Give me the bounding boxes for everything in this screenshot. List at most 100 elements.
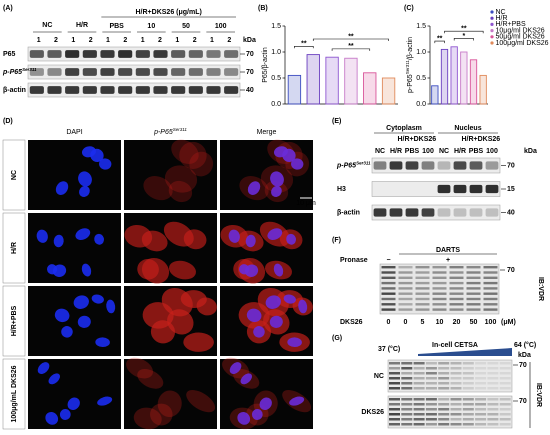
micrograph — [124, 359, 217, 429]
dose-label: 10 — [147, 23, 155, 30]
band — [389, 362, 400, 365]
band — [453, 184, 467, 194]
superscript: Ser311 — [405, 60, 410, 75]
nucleus — [77, 315, 91, 328]
band — [487, 408, 499, 411]
band — [466, 281, 481, 285]
label-part: P65/β-actin — [262, 47, 269, 83]
lane-label: PBS — [469, 148, 484, 155]
nucleus — [53, 234, 64, 248]
temp-label: 37 (°C) — [378, 345, 400, 353]
panel-label: (G) — [332, 335, 342, 342]
superscript: Ser311 — [356, 160, 371, 165]
dose-label: 0 — [404, 319, 408, 326]
band — [389, 382, 400, 385]
nucleus — [270, 171, 284, 187]
band — [373, 161, 387, 170]
band — [401, 377, 413, 380]
band — [437, 208, 451, 217]
row-label: DKS26 — [340, 319, 363, 326]
kda-header: kDa — [518, 352, 531, 359]
band — [483, 276, 498, 279]
band — [206, 86, 221, 94]
dose-label: 0 — [387, 319, 391, 326]
kda-label: 70 — [519, 398, 527, 405]
band — [425, 398, 437, 401]
sign-label: − — [386, 257, 390, 264]
band — [499, 408, 511, 411]
cytoplasm-signal — [171, 139, 199, 164]
nucleus — [259, 397, 272, 410]
band — [466, 266, 481, 269]
treatment-label: H/R+DKS26 (μg/mL) — [136, 9, 202, 16]
band — [153, 86, 168, 94]
band — [450, 377, 462, 380]
nucleus — [78, 171, 92, 187]
band — [432, 276, 447, 279]
significance-bracket — [444, 30, 484, 34]
legend-label: H/R+PBS — [496, 21, 526, 28]
cytoplasm-signal — [150, 403, 173, 426]
band — [224, 68, 239, 76]
nucleus — [79, 185, 90, 197]
lane-label: 2 — [123, 37, 127, 44]
band — [487, 377, 499, 380]
dose-label: 100 — [215, 23, 227, 30]
bar — [431, 85, 439, 105]
band — [485, 161, 499, 170]
band — [449, 271, 464, 274]
band — [449, 281, 464, 285]
band — [469, 184, 483, 194]
band — [425, 372, 437, 375]
band — [469, 161, 483, 170]
band — [425, 418, 437, 421]
band — [438, 377, 450, 380]
bar — [325, 56, 339, 105]
band — [466, 303, 481, 306]
row-label-box — [2, 139, 26, 211]
band — [462, 377, 474, 380]
band — [389, 372, 400, 375]
bar — [469, 59, 478, 105]
band — [450, 408, 462, 411]
nucleus — [253, 326, 265, 338]
label-part: p-P65 — [336, 162, 356, 169]
cytoplasm-signal — [143, 176, 173, 201]
nucleus — [291, 158, 304, 170]
band — [401, 403, 413, 406]
kda-header: kDa — [243, 37, 256, 44]
lane-label: 2 — [193, 37, 197, 44]
band — [449, 297, 464, 301]
nucleus — [251, 409, 263, 420]
band — [438, 413, 450, 416]
legend-swatch — [490, 35, 494, 39]
band — [153, 68, 168, 76]
band — [487, 372, 499, 375]
band — [438, 367, 450, 370]
nucleus — [271, 185, 282, 197]
band — [487, 382, 499, 385]
assay-label: DARTS — [436, 247, 460, 254]
band — [47, 68, 62, 76]
band — [438, 408, 450, 411]
band — [499, 382, 511, 385]
band — [450, 403, 462, 406]
band — [389, 367, 400, 370]
band — [475, 372, 487, 375]
unit-label: (μM) — [501, 319, 516, 326]
band — [449, 292, 464, 295]
band — [499, 423, 511, 426]
dose-label: 20 — [453, 319, 461, 326]
column-header: DAPI — [66, 129, 82, 136]
y-axis-label: p-P65Ser311/β-actin — [405, 37, 414, 93]
nucleus — [45, 411, 59, 425]
band — [462, 367, 474, 370]
band — [405, 208, 419, 217]
band — [401, 418, 413, 421]
cytoplasm-signal — [157, 390, 182, 418]
bar — [450, 46, 458, 105]
nucleus — [229, 362, 242, 375]
dose-label: 100 — [485, 319, 497, 326]
